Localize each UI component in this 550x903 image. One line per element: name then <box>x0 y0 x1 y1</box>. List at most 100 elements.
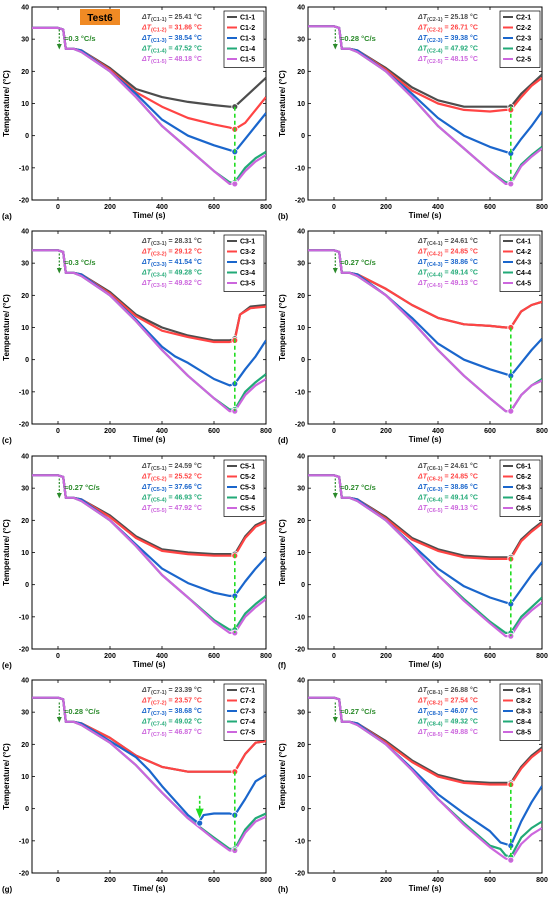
series-line-C6-5 <box>308 474 542 638</box>
x-tick-label: 400 <box>432 428 444 435</box>
series-group <box>308 25 542 188</box>
y-tick-label: 20 <box>21 293 29 300</box>
y-tick-label: 10 <box>297 774 305 781</box>
delta-label: ΔT(C1-4) = 47.52 °C <box>141 45 202 55</box>
series-line-C7-5 <box>32 696 266 852</box>
y-tick-label: 30 <box>297 486 305 493</box>
y-tick-label: -20 <box>295 647 305 654</box>
y-tick-label: -20 <box>295 422 305 429</box>
series-line-C3-5 <box>32 249 266 413</box>
legend-label: C2-1 <box>516 15 531 22</box>
x-axis-label: Time/ (s) <box>133 211 166 220</box>
legend-label: C3-3 <box>240 260 255 267</box>
panel-label: (f) <box>278 661 286 670</box>
series-group <box>308 474 542 640</box>
x-tick-label: 400 <box>156 204 168 211</box>
y-tick-label: 20 <box>297 518 305 525</box>
legend-label: C6-5 <box>516 506 531 513</box>
panel-label: (h) <box>278 885 289 894</box>
delta-label: ΔT(C5-2) = 25.52 °C <box>141 473 202 483</box>
y-tick-label: -20 <box>295 198 305 205</box>
y-tick-label: 30 <box>297 37 305 44</box>
legend-label: C5-4 <box>240 495 255 502</box>
delta-label: ΔT(C1-3) = 38.54 °C <box>141 34 202 44</box>
y-axis-label: Temperature/ (°C) <box>2 743 11 810</box>
title-badge-bg <box>80 9 120 25</box>
legend-label: C4-1 <box>516 239 531 246</box>
legend-label: C8-2 <box>516 698 531 705</box>
y-tick-label: 0 <box>301 357 305 364</box>
delta-label: ΔT(C3-4) = 49.28 °C <box>141 269 202 279</box>
figure-title: Test6 <box>87 13 113 24</box>
panel-label: (e) <box>2 661 12 670</box>
x-tick-label: 200 <box>380 653 392 660</box>
legend-label: C3-4 <box>240 270 255 277</box>
delta-label: ΔT(C6-1) = 24.61 °C <box>417 462 478 472</box>
y-tick-label: 10 <box>297 101 305 108</box>
x-tick-label: 200 <box>104 877 116 884</box>
x-tick-label: 200 <box>104 428 116 435</box>
rate-annotation: ≈0.27 °C/s <box>340 258 375 267</box>
delta-label: ΔT(C7-5) = 46.87 °C <box>141 728 202 738</box>
delta-label: ΔT(C4-1) = 24.61 °C <box>417 237 478 247</box>
rate-annotation: ≈0.3 °C/s <box>64 258 95 267</box>
x-tick-label: 600 <box>484 653 496 660</box>
legend-label: C6-2 <box>516 474 531 481</box>
delta-label: ΔT(C1-2) = 31.86 °C <box>141 24 202 34</box>
series-group <box>32 696 266 854</box>
figure-title-badge: Test6 <box>80 9 120 25</box>
legend-label: C3-5 <box>240 281 255 288</box>
y-tick-label: 40 <box>297 5 305 12</box>
legend-label: C7-1 <box>240 688 255 695</box>
delta-label: ΔT(C3-1) = 28.31 °C <box>141 237 202 247</box>
legend-label: C2-4 <box>516 46 531 53</box>
x-tick-label: 200 <box>104 653 116 660</box>
x-tick-label: 600 <box>208 204 220 211</box>
rate-annotation: ≈0.27 °C/s <box>64 483 99 492</box>
x-tick-label: 800 <box>260 877 272 884</box>
legend-label: C7-5 <box>240 730 255 737</box>
x-tick-label: 600 <box>484 204 496 211</box>
x-tick-label: 400 <box>432 877 444 884</box>
delta-label: ΔT(C6-4) = 49.14 °C <box>417 494 478 504</box>
rate-annotation: ≈0.3 °C/s <box>64 34 95 43</box>
x-tick-label: 600 <box>208 877 220 884</box>
y-axis-label: Temperature/ (°C) <box>2 70 11 137</box>
series-line-C5-5 <box>32 474 266 634</box>
delta-label: ΔT(C4-4) = 49.14 °C <box>417 269 478 279</box>
legend-label: C7-4 <box>240 719 255 726</box>
legend-label: C1-5 <box>240 57 255 64</box>
series-line-C4-5 <box>308 249 542 413</box>
delta-label: ΔT(C1-1) = 25.41 °C <box>141 13 202 23</box>
x-tick-label: 600 <box>484 428 496 435</box>
x-axis-label: Time/ (s) <box>133 660 166 669</box>
y-axis-label: Temperature/ (°C) <box>2 294 11 361</box>
x-tick-label: 800 <box>260 653 272 660</box>
y-tick-label: 0 <box>25 582 29 589</box>
legend-label: C6-1 <box>516 464 531 471</box>
x-tick-label: 200 <box>380 877 392 884</box>
delta-label: ΔT(C5-3) = 37.66 °C <box>141 483 202 493</box>
legend-label: C2-3 <box>516 36 531 43</box>
y-tick-label: 40 <box>297 678 305 685</box>
legend-label: C5-2 <box>240 474 255 481</box>
x-axis-label: Time/ (s) <box>133 435 166 444</box>
delta-label: ΔT(C8-1) = 26.88 °C <box>417 686 478 696</box>
delta-label: ΔT(C2-1) = 25.18 °C <box>417 13 478 23</box>
x-tick-label: 800 <box>536 653 548 660</box>
legend-label: C8-3 <box>516 709 531 716</box>
x-tick-label: 400 <box>156 877 168 884</box>
delta-label: ΔT(C7-3) = 38.68 °C <box>141 707 202 717</box>
delta-label: ΔT(C7-2) = 23.57 °C <box>141 697 202 707</box>
y-axis-label: Temperature/ (°C) <box>2 519 11 586</box>
delta-label: ΔT(C4-5) = 49.13 °C <box>417 279 478 289</box>
rate-annotation: ≈0.28 °C/s <box>340 34 375 43</box>
legend-box <box>499 10 541 68</box>
legend-label: C4-4 <box>516 270 531 277</box>
legend-label: C2-5 <box>516 57 531 64</box>
x-tick-label: 600 <box>208 428 220 435</box>
rate-arrow-head <box>332 716 338 723</box>
